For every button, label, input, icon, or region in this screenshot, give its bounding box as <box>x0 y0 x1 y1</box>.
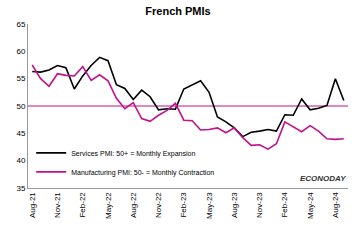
svg-text:55: 55 <box>16 74 25 83</box>
svg-text:May-22: May-22 <box>104 192 113 219</box>
svg-text:Feb-23: Feb-23 <box>179 192 188 218</box>
svg-text:60: 60 <box>16 47 25 56</box>
svg-text:May-24: May-24 <box>306 192 315 219</box>
svg-text:Feb-22: Feb-22 <box>78 192 87 218</box>
svg-text:Aug-23: Aug-23 <box>230 192 239 218</box>
svg-text:Manufacturing PMI: 50- = Month: Manufacturing PMI: 50- = Monthly Contrac… <box>71 169 214 177</box>
svg-text:40: 40 <box>16 156 25 165</box>
svg-text:Aug-24: Aug-24 <box>331 192 340 218</box>
svg-text:65: 65 <box>16 20 25 29</box>
svg-text:Feb-24: Feb-24 <box>280 192 289 218</box>
svg-text:Aug-22: Aug-22 <box>129 192 138 218</box>
svg-text:35: 35 <box>16 184 25 193</box>
svg-text:May-23: May-23 <box>205 192 214 219</box>
svg-text:45: 45 <box>16 129 25 138</box>
svg-text:French PMIs: French PMIs <box>145 5 210 17</box>
svg-text:Nov-23: Nov-23 <box>255 192 264 218</box>
svg-text:Nov-21: Nov-21 <box>53 192 62 218</box>
svg-text:Nov-22: Nov-22 <box>154 192 163 218</box>
svg-text:Services PMI: 50+ = Monthly Ex: Services PMI: 50+ = Monthly Expansion <box>71 150 195 158</box>
svg-text:50: 50 <box>16 102 25 111</box>
svg-text:ECONODAY: ECONODAY <box>300 174 346 183</box>
svg-text:Aug-21: Aug-21 <box>28 192 37 218</box>
